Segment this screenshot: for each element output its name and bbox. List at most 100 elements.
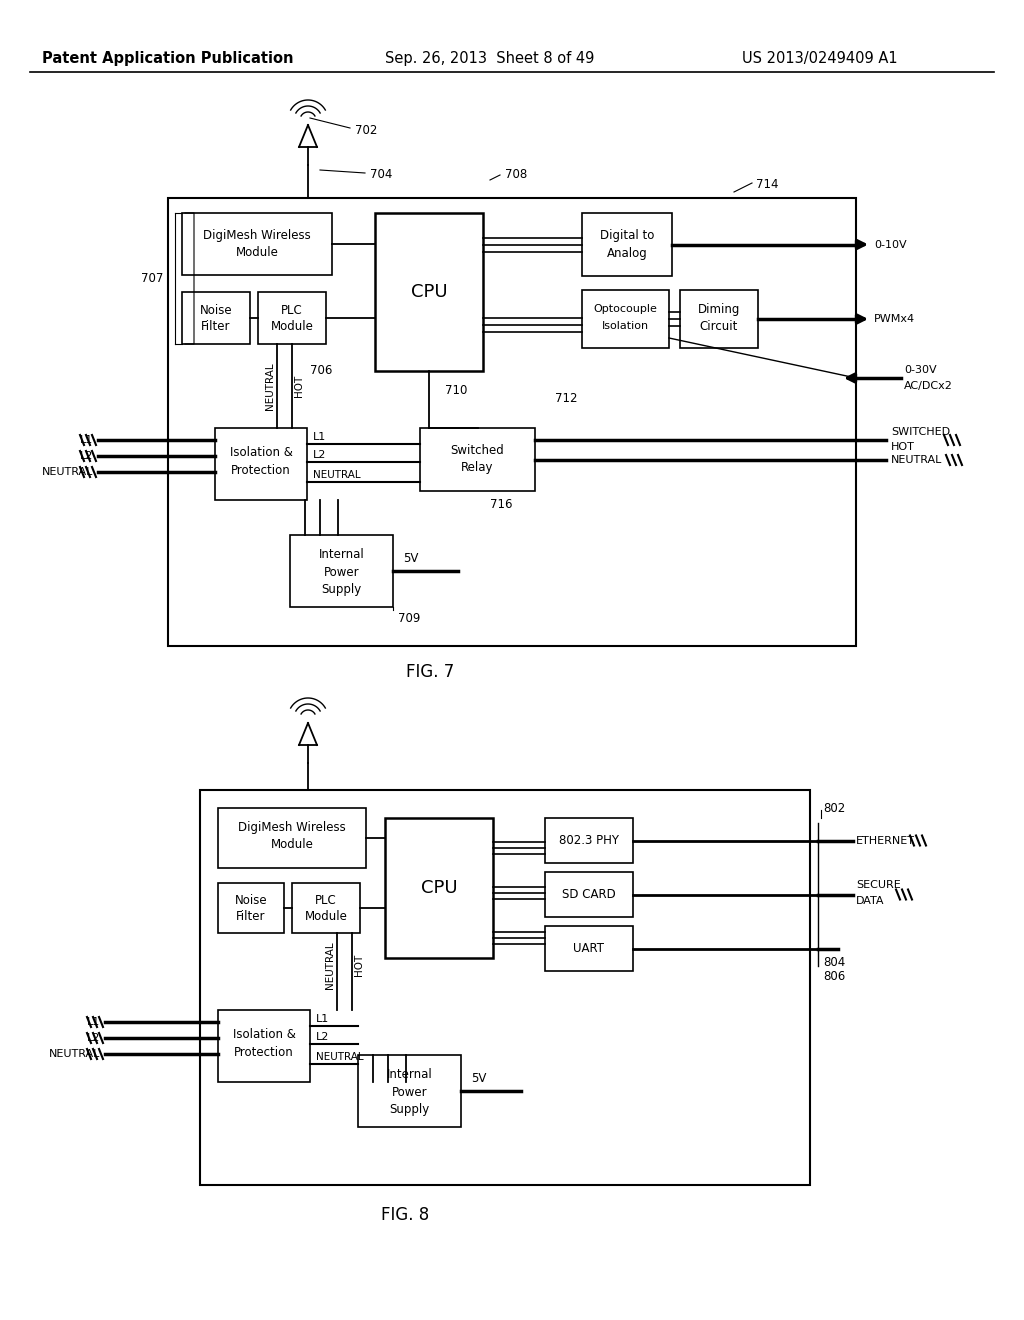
Text: Digital to: Digital to xyxy=(600,228,654,242)
Text: Module: Module xyxy=(270,838,313,851)
Text: Diming: Diming xyxy=(697,302,740,315)
Text: L1: L1 xyxy=(80,436,93,445)
Text: L2: L2 xyxy=(316,1032,330,1041)
Text: Supply: Supply xyxy=(322,582,361,595)
Text: 706: 706 xyxy=(310,363,333,376)
Text: Isolation &: Isolation & xyxy=(229,446,293,458)
Text: 0-30V: 0-30V xyxy=(904,366,937,375)
Text: Optocouple: Optocouple xyxy=(594,304,657,314)
Text: CPU: CPU xyxy=(421,879,458,898)
Text: HOT: HOT xyxy=(891,442,914,451)
Text: PLC: PLC xyxy=(315,894,337,907)
Bar xyxy=(420,428,535,491)
Text: 806: 806 xyxy=(823,970,845,983)
Text: Switched: Switched xyxy=(451,444,505,457)
Text: FIG. 7: FIG. 7 xyxy=(406,663,454,681)
Bar xyxy=(182,213,332,275)
Text: US 2013/0249409 A1: US 2013/0249409 A1 xyxy=(742,50,898,66)
Text: Noise: Noise xyxy=(200,304,232,317)
Text: Isolation &: Isolation & xyxy=(232,1027,296,1040)
Text: Patent Application Publication: Patent Application Publication xyxy=(42,50,294,66)
Text: SECURE: SECURE xyxy=(856,880,901,891)
Text: L2: L2 xyxy=(313,450,327,459)
Text: Noise: Noise xyxy=(234,894,267,907)
Text: 707: 707 xyxy=(140,272,163,285)
Text: 708: 708 xyxy=(505,169,527,181)
Text: Isolation: Isolation xyxy=(602,321,649,331)
Text: L2: L2 xyxy=(87,1034,100,1043)
Text: DigiMesh Wireless: DigiMesh Wireless xyxy=(203,228,311,242)
Text: NEUTRAL: NEUTRAL xyxy=(313,470,360,480)
Bar xyxy=(375,213,483,371)
Bar xyxy=(182,292,250,345)
Text: 710: 710 xyxy=(445,384,467,396)
Text: 802: 802 xyxy=(823,801,845,814)
Text: 804: 804 xyxy=(823,956,845,969)
Text: AC/DCx2: AC/DCx2 xyxy=(904,381,953,391)
Text: Filter: Filter xyxy=(237,909,266,923)
Text: Filter: Filter xyxy=(202,319,230,333)
Text: 716: 716 xyxy=(490,499,512,511)
Text: Module: Module xyxy=(304,909,347,923)
Text: Power: Power xyxy=(324,565,359,578)
Text: PLC: PLC xyxy=(282,304,303,317)
Text: SD CARD: SD CARD xyxy=(562,887,615,900)
Bar xyxy=(385,818,493,958)
Text: DigiMesh Wireless: DigiMesh Wireless xyxy=(239,821,346,834)
Bar xyxy=(290,535,393,607)
Text: 709: 709 xyxy=(398,611,421,624)
Bar xyxy=(200,789,810,1185)
Text: HOT: HOT xyxy=(354,954,364,975)
Text: Module: Module xyxy=(270,319,313,333)
Text: 702: 702 xyxy=(355,124,378,136)
Bar xyxy=(258,292,326,345)
Bar xyxy=(292,883,360,933)
Text: 5V: 5V xyxy=(471,1072,486,1085)
Text: 714: 714 xyxy=(756,178,778,191)
Bar xyxy=(218,883,284,933)
Text: Supply: Supply xyxy=(389,1102,430,1115)
Bar xyxy=(358,1055,461,1127)
Text: Internal: Internal xyxy=(387,1068,432,1081)
Text: Relay: Relay xyxy=(461,462,494,474)
Text: HOT: HOT xyxy=(294,375,304,397)
Text: L1: L1 xyxy=(316,1014,330,1024)
Text: FIG. 8: FIG. 8 xyxy=(381,1206,429,1224)
Text: DATA: DATA xyxy=(856,896,885,907)
Bar xyxy=(168,198,856,645)
Text: Circuit: Circuit xyxy=(699,319,738,333)
Text: Analog: Analog xyxy=(606,247,647,260)
Text: NEUTRAL: NEUTRAL xyxy=(891,455,942,465)
Bar xyxy=(218,1010,310,1082)
Text: 704: 704 xyxy=(370,169,392,181)
Text: 712: 712 xyxy=(555,392,578,404)
Bar xyxy=(215,428,307,500)
Text: ETHERNET: ETHERNET xyxy=(856,836,915,846)
Text: L1: L1 xyxy=(313,432,327,442)
Bar xyxy=(680,290,758,348)
Text: Protection: Protection xyxy=(231,463,291,477)
Text: UART: UART xyxy=(573,941,604,954)
Bar xyxy=(582,213,672,276)
Bar xyxy=(218,808,366,869)
Bar xyxy=(545,818,633,863)
Text: 802.3 PHY: 802.3 PHY xyxy=(559,833,618,846)
Text: Sep. 26, 2013  Sheet 8 of 49: Sep. 26, 2013 Sheet 8 of 49 xyxy=(385,50,595,66)
Text: Power: Power xyxy=(392,1085,427,1098)
Text: NEUTRAL: NEUTRAL xyxy=(42,467,93,477)
Bar xyxy=(545,927,633,972)
Text: Protection: Protection xyxy=(234,1045,294,1059)
Text: NEUTRAL: NEUTRAL xyxy=(316,1052,364,1063)
Text: L1: L1 xyxy=(87,1016,100,1027)
Text: PWMx4: PWMx4 xyxy=(874,314,915,323)
Bar xyxy=(582,290,669,348)
Text: NEUTRAL: NEUTRAL xyxy=(325,941,335,989)
Text: NEUTRAL: NEUTRAL xyxy=(48,1049,100,1059)
Text: NEUTRAL: NEUTRAL xyxy=(265,362,275,409)
Text: CPU: CPU xyxy=(411,282,447,301)
Text: 5V: 5V xyxy=(403,553,419,565)
Text: 0-10V: 0-10V xyxy=(874,239,906,249)
Text: SWITCHED: SWITCHED xyxy=(891,426,950,437)
Text: Module: Module xyxy=(236,247,279,260)
Bar xyxy=(545,873,633,917)
